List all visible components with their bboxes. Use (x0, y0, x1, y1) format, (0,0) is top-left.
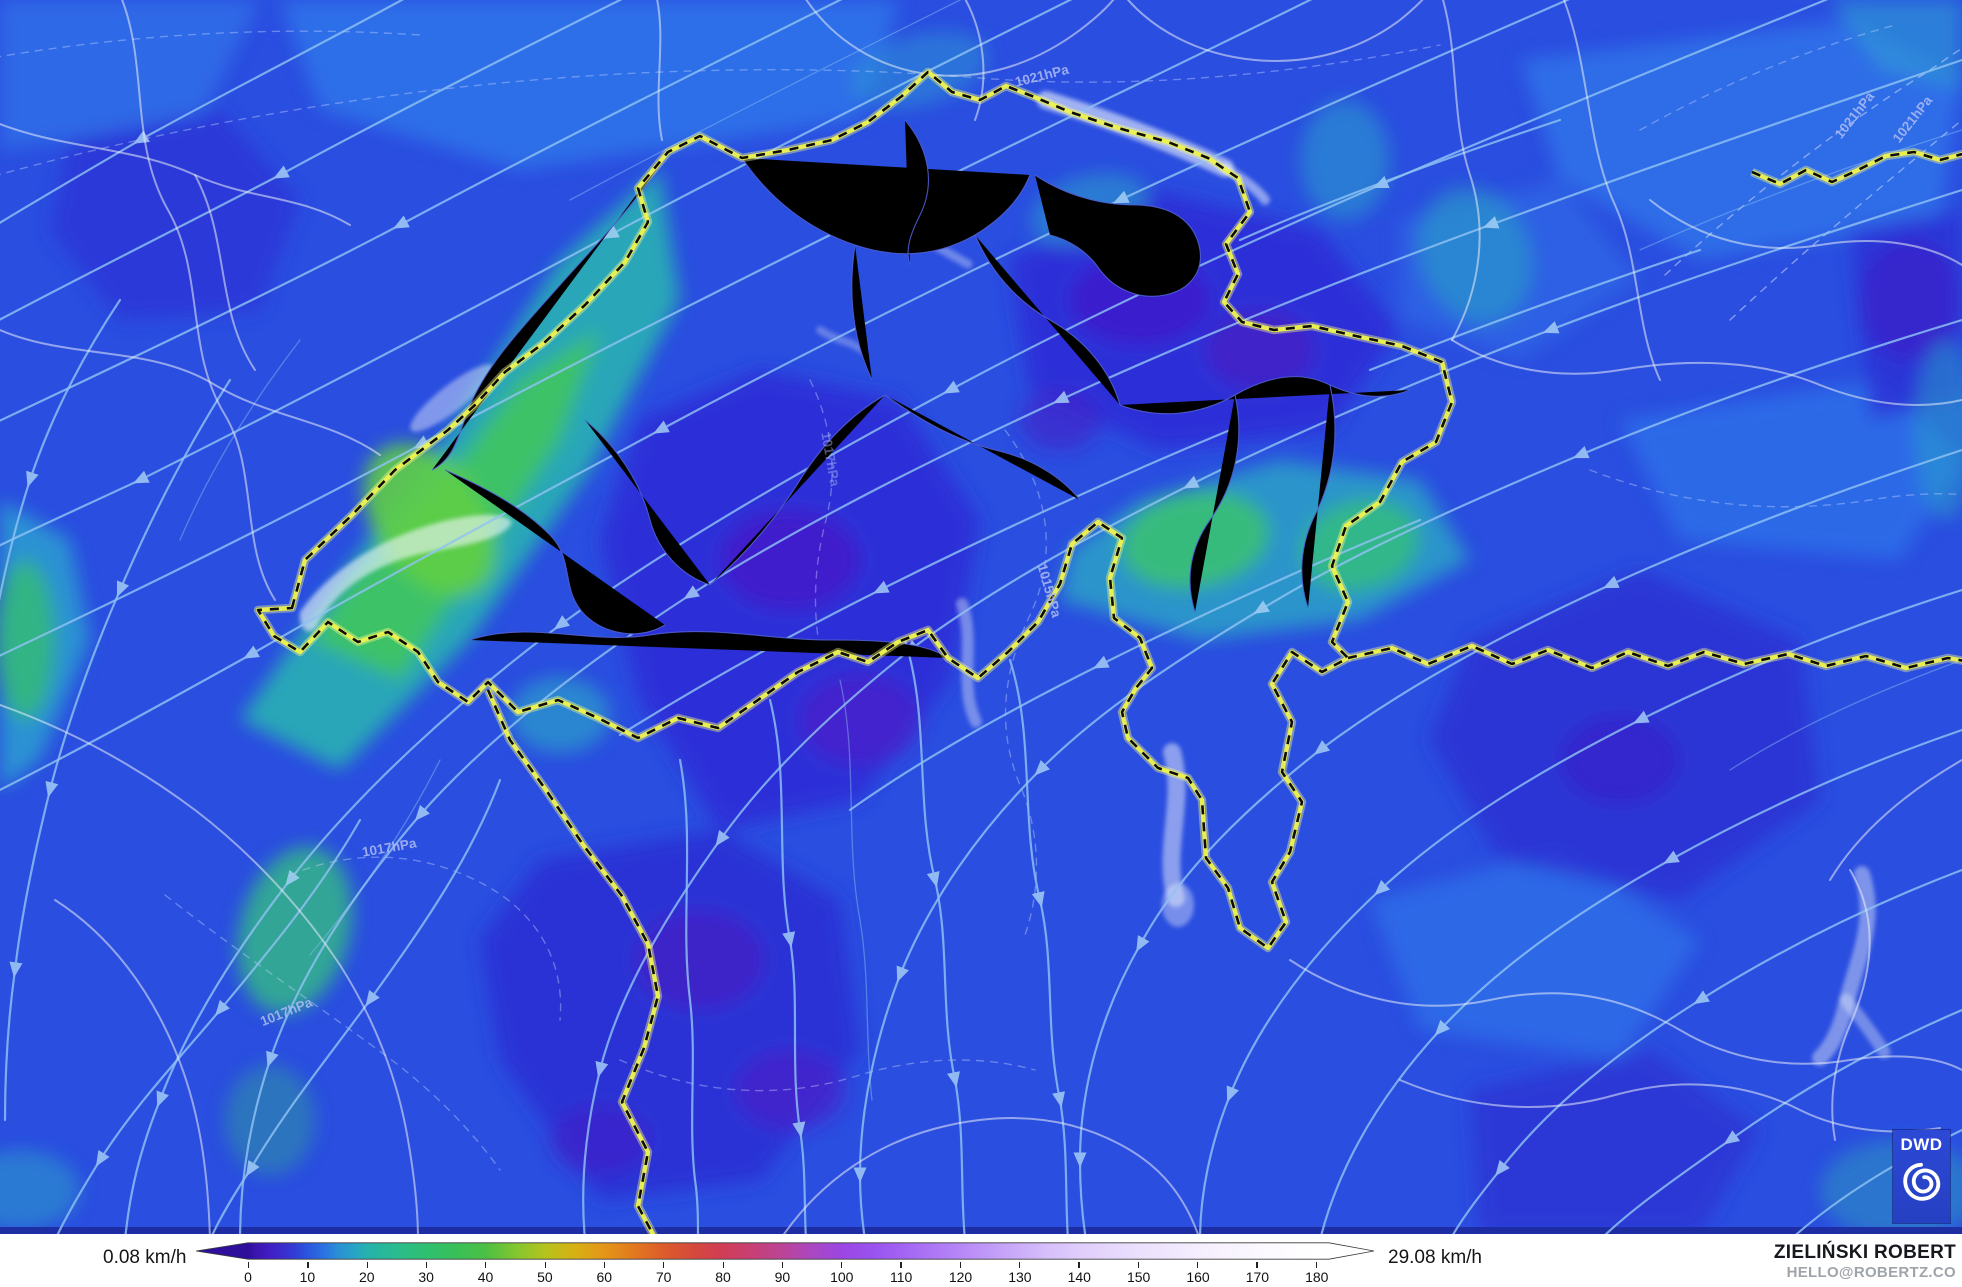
legend-tick (366, 1262, 368, 1268)
legend-tick-value: 140 (1067, 1269, 1091, 1285)
legend-tick-value: 110 (889, 1269, 913, 1285)
legend-tick-value: 60 (596, 1269, 613, 1285)
legend-tick-value: 150 (1126, 1269, 1151, 1285)
legend-tick (781, 1262, 783, 1268)
legend-tick (663, 1262, 665, 1268)
legend-max-label: 29.08 km/h (1388, 1247, 1482, 1268)
legend-tick (959, 1262, 961, 1268)
legend-tick-labels: 0 10 20 30 40 50 60 70 80 90 100 110 120 130 140 150 160… (231, 1269, 1334, 1285)
legend-tick (1197, 1262, 1199, 1268)
legend-tick (603, 1262, 606, 1268)
legend-tick-value: 80 (715, 1269, 731, 1285)
legend-tick-value: 0 (244, 1269, 252, 1285)
legend-tick-value: 50 (537, 1269, 553, 1285)
legend-tick-value: 130 (1008, 1269, 1032, 1285)
attribution-contact: HELLO@ROBERTZ.CO (1786, 1263, 1956, 1281)
dwd-logo-text: DWD (1900, 1135, 1943, 1154)
legend-tick (485, 1262, 487, 1268)
legend-tick-value: 180 (1305, 1269, 1329, 1285)
legend-tick-value: 160 (1186, 1269, 1210, 1285)
legend-tick (1137, 1262, 1139, 1268)
lake-maggiore-south (1162, 883, 1194, 927)
legend-tick (722, 1262, 724, 1268)
legend-tick-value: 30 (418, 1269, 434, 1285)
wind-streamlines (0, 0, 1962, 1234)
legend-tick (1315, 1262, 1317, 1268)
legend-tick-value: 10 (299, 1269, 316, 1285)
legend-tick (425, 1262, 428, 1268)
map-bottom-edge (0, 1227, 1962, 1234)
legend-tick (900, 1262, 902, 1268)
legend-min-label: 0.08 km/h (103, 1247, 187, 1268)
legend-tick (248, 1262, 250, 1268)
legend-tick-value: 70 (655, 1269, 672, 1285)
dwd-spiral-icon (1902, 1162, 1940, 1201)
legend-tick (1256, 1262, 1258, 1268)
legend-tick (1078, 1262, 1080, 1268)
legend-colorbar-shape (196, 1242, 1374, 1260)
legend-bar: 0.08 km/h 0 10 20 30 40 50 60 70 80 90 100 110 120 13… (0, 1234, 1962, 1287)
legend-tick (841, 1262, 843, 1268)
attribution-author: ZIELIŃSKI ROBERT (1773, 1242, 1956, 1263)
legend-tick-marks (248, 1262, 1317, 1268)
legend-tick-value: 20 (358, 1269, 375, 1285)
legend-tick-value: 170 (1245, 1269, 1270, 1285)
regional-borders-foreign (0, 0, 1962, 1234)
legend-tick (1019, 1262, 1021, 1268)
map-canvas: 1021hPa 1021hPa 1021hPa 1017hPa 1017hPa … (0, 0, 1962, 1234)
legend-tick (307, 1262, 309, 1268)
legend-tick (544, 1262, 546, 1268)
legend-tick-value: 40 (477, 1269, 494, 1285)
attribution: ZIELIŃSKI ROBERT HELLO@ROBERTZ.CO (1774, 1242, 1956, 1281)
legend-colorbar (196, 1242, 1374, 1260)
dwd-logo: DWD (1893, 1130, 1950, 1223)
legend-tick-value: 90 (774, 1269, 791, 1285)
legend-tick-value: 100 (830, 1269, 854, 1285)
legend-tick-value: 120 (948, 1269, 973, 1285)
